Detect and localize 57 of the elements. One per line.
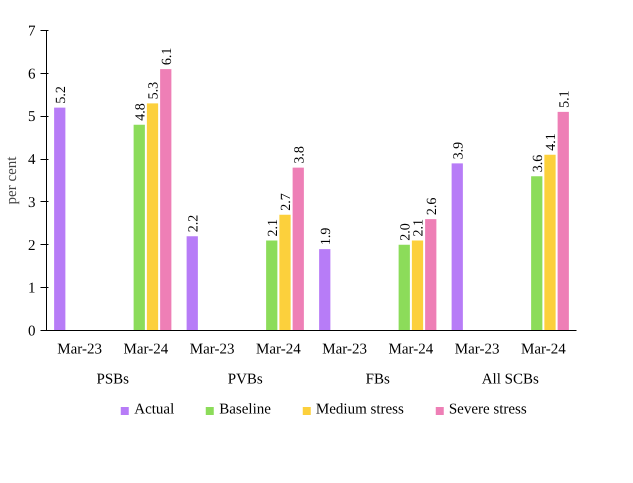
- text: PVBs: [228, 372, 263, 388]
- x-tick-label: Mar-24: [521, 342, 566, 358]
- data-label: 2.1: [412, 219, 426, 236]
- data-label: 2.7: [279, 193, 294, 211]
- bar: [412, 240, 424, 330]
- x-tick-label: Mar-23: [190, 342, 234, 358]
- legend-label: Baseline: [219, 402, 271, 418]
- y-tick-label: 5: [28, 109, 36, 126]
- bar: [146, 103, 158, 330]
- data-label: 5.1: [557, 90, 572, 108]
- data-label: 2.6: [424, 198, 440, 216]
- bar: [398, 244, 410, 330]
- data-label: 6.1: [160, 48, 175, 66]
- y-tick-label: 3: [28, 194, 36, 211]
- y-axis-title: per cent: [4, 156, 20, 204]
- legend-label: Severe stress: [448, 402, 527, 418]
- x-tick-label: Mar-24: [388, 342, 434, 358]
- data-label: 2.2: [186, 214, 202, 232]
- y-tick-label: 6: [28, 66, 36, 82]
- text: All SCBs: [482, 372, 539, 388]
- x-tick-label: Mar-24: [124, 342, 169, 358]
- text: FBs: [366, 372, 390, 388]
- x-tick-label: Mar-23: [454, 342, 500, 358]
- x-tick-label: Mar-23: [57, 342, 102, 358]
- x-tick-label: Mar-23: [322, 342, 367, 358]
- legend-label: Medium stress: [316, 402, 404, 418]
- data-label: 2.1: [266, 219, 281, 236]
- text: PSBs: [96, 372, 130, 388]
- data-label: 3.6: [530, 154, 546, 172]
- y-tick-label: 2: [28, 238, 36, 254]
- bar: [558, 112, 569, 330]
- bar: [266, 240, 278, 330]
- data-label: 4.1: [544, 133, 559, 151]
- legend-label: Actual: [134, 402, 174, 418]
- data-label: 3.9: [451, 142, 466, 160]
- bar: [160, 69, 172, 330]
- data-label: 4.8: [133, 103, 148, 121]
- bar: [319, 249, 330, 330]
- bar: [531, 176, 542, 330]
- bar: [54, 108, 66, 330]
- bar: [134, 124, 145, 330]
- y-tick-label: 0: [28, 324, 36, 340]
- y-tick-label: 4: [28, 152, 36, 168]
- data-label: 2.0: [398, 223, 414, 241]
- bar: [452, 163, 463, 330]
- y-tick-label: 1: [28, 280, 36, 297]
- x-tick-label: Mar-24: [256, 342, 302, 358]
- y-tick-label: 7: [28, 24, 36, 40]
- bar: [186, 236, 198, 330]
- data-label: 5.2: [54, 86, 69, 104]
- data-label: 3.8: [292, 146, 308, 164]
- bar: [279, 214, 291, 330]
- bar: [292, 168, 304, 330]
- bar: [425, 219, 436, 330]
- bar: [544, 154, 556, 330]
- data-label: 5.3: [146, 82, 162, 100]
- data-label: 1.9: [318, 228, 334, 246]
